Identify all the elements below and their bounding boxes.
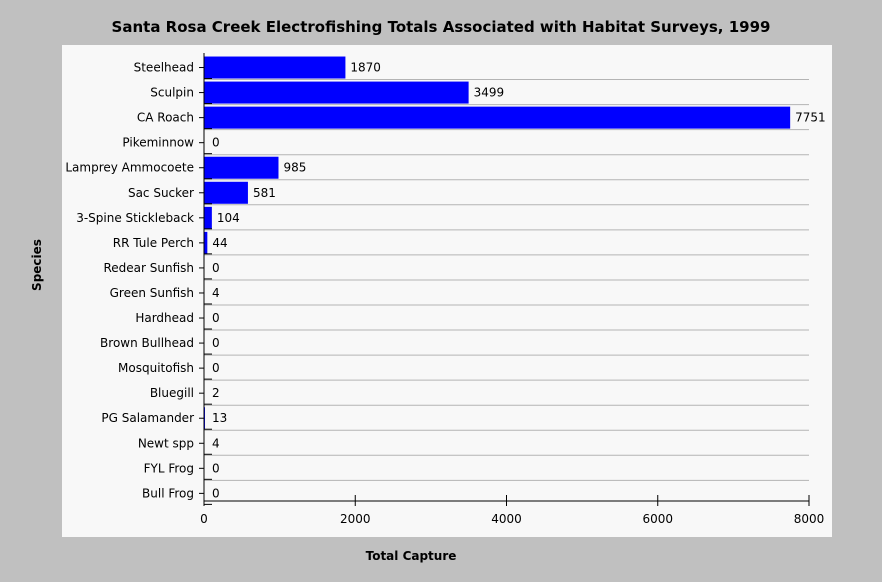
bar-chart: Steelhead 1870 Sculpin 3499 CA Roach 7751 Pike… bbox=[65, 53, 826, 526]
data-label: 1870 bbox=[350, 61, 381, 75]
y-tick-label: FYL Frog bbox=[144, 461, 194, 475]
y-tick-label: 3-Spine Stickleback bbox=[76, 211, 194, 225]
data-label: 104 bbox=[217, 211, 240, 225]
bar bbox=[204, 56, 346, 79]
bar bbox=[204, 81, 469, 104]
data-label: 4 bbox=[212, 436, 220, 450]
y-tick-label: Brown Bullhead bbox=[100, 336, 194, 350]
y-tick-label: Steelhead bbox=[134, 61, 194, 75]
x-tick-label: 0 bbox=[200, 512, 208, 526]
data-label: 0 bbox=[212, 336, 220, 350]
chart-title: Santa Rosa Creek Electrofishing Totals A… bbox=[111, 18, 771, 36]
bar bbox=[204, 106, 791, 129]
data-label: 4 bbox=[212, 286, 220, 300]
x-tick-label: 2000 bbox=[340, 512, 371, 526]
y-tick-label: Green Sunfish bbox=[110, 286, 194, 300]
data-label: 44 bbox=[212, 236, 227, 250]
data-label: 0 bbox=[212, 461, 220, 475]
data-label: 581 bbox=[253, 186, 276, 200]
data-label: 3499 bbox=[474, 86, 505, 100]
y-tick-label: Redear Sunfish bbox=[103, 261, 194, 275]
data-label: 0 bbox=[212, 261, 220, 275]
y-tick-label: Pikeminnow bbox=[122, 136, 194, 150]
data-label: 0 bbox=[212, 486, 220, 500]
y-tick-label: Bull Frog bbox=[142, 486, 194, 500]
y-tick-label: Hardhead bbox=[135, 311, 194, 325]
bar bbox=[204, 206, 212, 229]
data-label: 2 bbox=[212, 386, 220, 400]
y-tick-label: Bluegill bbox=[150, 386, 194, 400]
x-tick-label: 8000 bbox=[794, 512, 825, 526]
bar bbox=[204, 156, 279, 179]
data-label: 13 bbox=[212, 411, 227, 425]
x-axis-title: Total Capture bbox=[365, 549, 457, 563]
data-label: 0 bbox=[212, 136, 220, 150]
x-tick-label: 4000 bbox=[491, 512, 522, 526]
data-label: 985 bbox=[283, 161, 306, 175]
data-label: 7751 bbox=[795, 111, 826, 125]
y-tick-label: Sculpin bbox=[150, 86, 194, 100]
y-tick-label: Mosquitofish bbox=[118, 361, 194, 375]
y-tick-label: RR Tule Perch bbox=[113, 236, 194, 250]
y-tick-label: Lamprey Ammocoete bbox=[65, 161, 194, 175]
y-axis-title: Species bbox=[30, 239, 44, 291]
y-tick-label: Newt spp bbox=[138, 436, 194, 450]
bar bbox=[204, 231, 208, 254]
data-label: 0 bbox=[212, 311, 220, 325]
bar bbox=[204, 181, 248, 204]
y-tick-label: Sac Sucker bbox=[128, 186, 194, 200]
data-label: 0 bbox=[212, 361, 220, 375]
x-tick-label: 6000 bbox=[642, 512, 673, 526]
y-tick-label: CA Roach bbox=[137, 111, 194, 125]
plot-panel: Steelhead 1870 Sculpin 3499 CA Roach 7751 Pike… bbox=[62, 45, 832, 537]
y-tick-label: PG Salamander bbox=[101, 411, 194, 425]
